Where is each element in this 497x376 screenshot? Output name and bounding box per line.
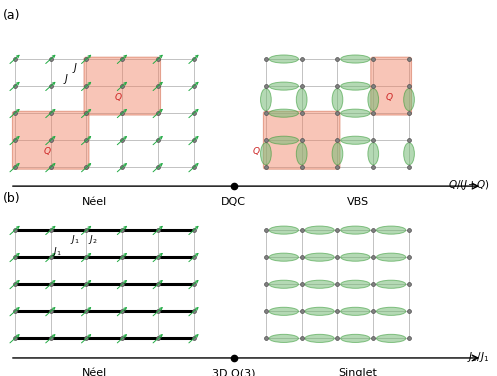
Text: (a): (a) <box>2 9 20 23</box>
Text: $Q$: $Q$ <box>114 91 123 103</box>
Text: (b): (b) <box>2 192 20 205</box>
Ellipse shape <box>376 334 406 343</box>
Ellipse shape <box>340 55 370 63</box>
Ellipse shape <box>340 280 370 288</box>
Ellipse shape <box>340 136 370 144</box>
Text: Singlet: Singlet <box>338 368 377 376</box>
Ellipse shape <box>260 143 271 165</box>
Ellipse shape <box>340 82 370 90</box>
Ellipse shape <box>340 226 370 234</box>
Ellipse shape <box>376 253 406 261</box>
Ellipse shape <box>340 109 370 117</box>
Text: $Q$: $Q$ <box>385 91 394 103</box>
Ellipse shape <box>376 307 406 315</box>
Ellipse shape <box>376 280 406 288</box>
Ellipse shape <box>269 109 299 117</box>
FancyBboxPatch shape <box>371 57 412 115</box>
Ellipse shape <box>332 143 343 165</box>
Ellipse shape <box>269 226 299 234</box>
Text: $J$: $J$ <box>63 72 70 86</box>
Ellipse shape <box>305 307 334 315</box>
Ellipse shape <box>404 88 414 111</box>
Ellipse shape <box>269 334 299 343</box>
Ellipse shape <box>340 253 370 261</box>
FancyBboxPatch shape <box>263 111 340 169</box>
Ellipse shape <box>269 280 299 288</box>
Ellipse shape <box>269 136 299 144</box>
Text: $Q$: $Q$ <box>252 145 260 157</box>
Ellipse shape <box>340 334 370 343</box>
Text: DQC: DQC <box>221 197 246 207</box>
Ellipse shape <box>269 253 299 261</box>
Ellipse shape <box>260 88 271 111</box>
Text: $J$: $J$ <box>72 61 79 75</box>
Text: Néel: Néel <box>82 368 107 376</box>
Ellipse shape <box>296 143 307 165</box>
Ellipse shape <box>305 226 334 234</box>
Text: $J_1$: $J_1$ <box>71 233 80 246</box>
Text: Néel: Néel <box>82 197 107 207</box>
Ellipse shape <box>376 226 406 234</box>
Ellipse shape <box>368 143 379 165</box>
Ellipse shape <box>332 88 343 111</box>
FancyBboxPatch shape <box>12 111 89 169</box>
Ellipse shape <box>368 88 379 111</box>
Text: $Q/(J\!+\!Q)$: $Q/(J\!+\!Q)$ <box>448 178 490 192</box>
Text: $J_2$: $J_2$ <box>88 233 98 246</box>
Ellipse shape <box>296 88 307 111</box>
Text: $Q$: $Q$ <box>43 145 52 157</box>
Ellipse shape <box>305 280 334 288</box>
Ellipse shape <box>269 55 299 63</box>
Text: VBS: VBS <box>347 197 369 207</box>
Ellipse shape <box>305 334 334 343</box>
Ellipse shape <box>269 307 299 315</box>
Ellipse shape <box>404 143 414 165</box>
FancyBboxPatch shape <box>84 57 161 115</box>
Ellipse shape <box>269 82 299 90</box>
Ellipse shape <box>340 307 370 315</box>
Text: $J_2/J_1$: $J_2/J_1$ <box>467 350 490 364</box>
Text: 3D O(3): 3D O(3) <box>212 368 255 376</box>
Text: $J_1$: $J_1$ <box>53 246 62 258</box>
Ellipse shape <box>305 253 334 261</box>
